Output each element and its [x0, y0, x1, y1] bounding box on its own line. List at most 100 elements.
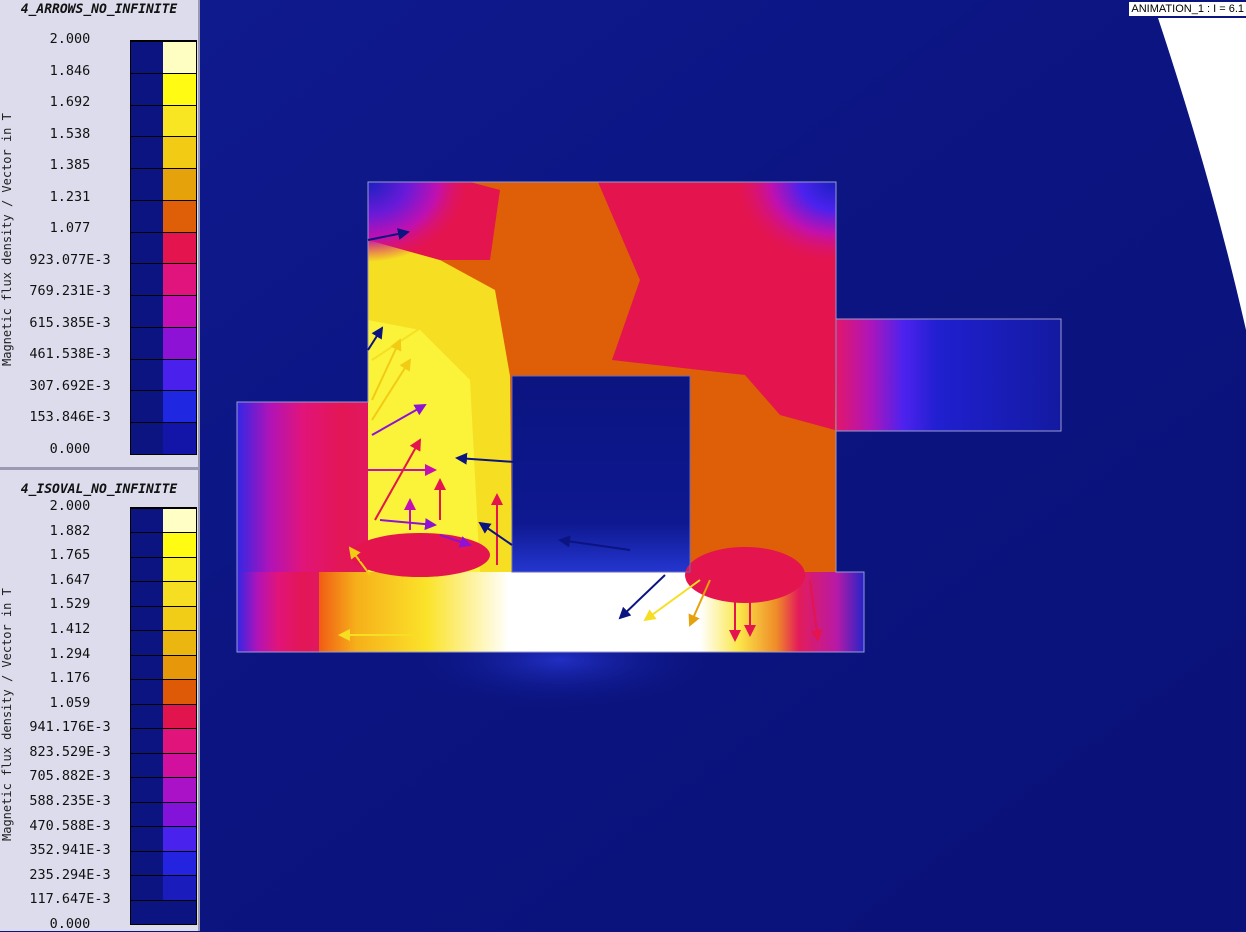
legend-swatch [163, 826, 196, 851]
vector-arrow [367, 326, 384, 351]
legend-swatch [163, 777, 196, 802]
vector-arrow [455, 452, 516, 465]
legend-axis-label: Magnetic flux density / Vector in T [0, 588, 14, 842]
legend-color-bar [130, 40, 197, 455]
legend-tick-label: 1.385 [49, 157, 91, 174]
legend-tick-label: 1.846 [49, 62, 91, 79]
legend-swatch-dark [131, 801, 163, 827]
vector-arrow [359, 559, 412, 574]
legend-tick-label: 1.294 [49, 645, 91, 662]
legend-axis-label: Magnetic flux density / Vector in T [0, 113, 14, 367]
legend-swatch [163, 41, 196, 73]
legend-swatch-dark [131, 263, 163, 296]
limb-hotspot [350, 533, 490, 577]
animation-status-label: ANIMATION_1 : I = 6.1 [1129, 2, 1246, 16]
core-topleft-corner [368, 182, 468, 262]
legend-swatch-dark [131, 72, 163, 105]
vector-arrow [558, 535, 631, 551]
legend-swatch [163, 390, 196, 423]
legend-swatch [163, 231, 196, 264]
infinite-box-boundary [1158, 18, 1246, 330]
legend-swatch-dark [131, 654, 163, 680]
vector-arrow [374, 438, 421, 521]
legend-swatch-dark [131, 41, 163, 73]
legend-swatch-dark [131, 295, 163, 327]
core-right-arm [835, 318, 1062, 432]
legend-swatch-dark [131, 104, 163, 137]
legend-tick-label: 705.882E-3 [29, 768, 111, 785]
legend-tick-label: 1.529 [49, 596, 91, 613]
legend-swatch [163, 654, 196, 680]
legend-tick-label: 307.692E-3 [29, 377, 111, 394]
legend-swatch [163, 703, 196, 729]
legend-swatch-dark [131, 326, 163, 359]
vector-arrow [371, 358, 412, 421]
legend-tick-label: 615.385E-3 [29, 314, 111, 331]
legend-swatch [163, 899, 196, 924]
legend-arrows[interactable]: 4_ARROWS_NO_INFINITE Magnetic flux densi… [0, 0, 200, 468]
magnetic-core [236, 181, 1062, 653]
legend-swatch [163, 728, 196, 753]
legend-swatch-dark [131, 136, 163, 169]
vector-arrow [439, 534, 472, 548]
legend-swatch [163, 752, 196, 778]
legend-title: 4_ISOVAL_NO_INFINITE [20, 482, 178, 497]
legend-tick-label: 352.941E-3 [29, 842, 111, 859]
legend-swatch-dark [131, 777, 163, 802]
legend-swatch-dark [131, 850, 163, 876]
legend-tick-label: 2.000 [49, 498, 91, 514]
core-topright-corner [736, 182, 836, 262]
legend-swatch [163, 168, 196, 200]
flux-vector-arrows [338, 228, 823, 642]
legend-swatch [163, 263, 196, 296]
legend-swatch [163, 581, 196, 606]
legend-swatch-dark [131, 358, 163, 391]
legend-swatch-dark [131, 703, 163, 729]
legend-swatch [163, 801, 196, 827]
legend-swatch-dark [131, 630, 163, 655]
legend-swatch [163, 630, 196, 655]
vector-arrow [809, 579, 823, 642]
legend-swatch [163, 72, 196, 105]
legend-swatch-dark [131, 556, 163, 582]
vector-arrow [643, 579, 701, 622]
legend-swatch [163, 850, 196, 876]
legend-swatch [163, 136, 196, 169]
legend-swatch-dark [131, 532, 163, 557]
legend-tick-label: 1.231 [49, 188, 91, 205]
legend-swatch [163, 532, 196, 557]
legend-tick-label: 0.000 [49, 916, 91, 932]
legend-swatch-dark [131, 899, 163, 924]
legend-swatch [163, 422, 196, 454]
legend-tick-label: 1.882 [49, 522, 91, 539]
vector-arrow [688, 579, 711, 627]
legend-swatch-dark [131, 168, 163, 200]
vector-arrow [478, 521, 513, 546]
legend-swatch [163, 605, 196, 631]
legend-tick-label: 461.538E-3 [29, 346, 111, 363]
vector-arrow [371, 404, 427, 436]
legend-swatch [163, 295, 196, 327]
vector-arrow [618, 574, 666, 620]
vector-arrow [371, 288, 480, 361]
legend-tick-label: 1.059 [49, 694, 91, 711]
legend-tick-label: 1.765 [49, 547, 91, 564]
legend-swatch-dark [131, 508, 163, 533]
core-window [512, 376, 690, 572]
window-outline [511, 375, 691, 573]
legend-tick-label: 2.000 [49, 31, 91, 47]
legend-swatch [163, 326, 196, 359]
legend-separator [0, 467, 200, 470]
legend-tick-label: 1.077 [49, 220, 91, 237]
legend-tick-label: 588.235E-3 [29, 793, 111, 810]
legend-tick-label: 823.529E-3 [29, 743, 111, 760]
legend-swatch-dark [131, 422, 163, 454]
legend-isoval[interactable]: 4_ISOVAL_NO_INFINITE Magnetic flux densi… [0, 470, 200, 932]
vector-arrow [348, 546, 371, 576]
legend-swatch [163, 358, 196, 391]
legend-tick-label: 769.231E-3 [29, 283, 111, 300]
vector-arrow [367, 228, 410, 241]
legend-tick-label: 1.176 [49, 670, 91, 687]
core-bottom-left [237, 572, 319, 652]
